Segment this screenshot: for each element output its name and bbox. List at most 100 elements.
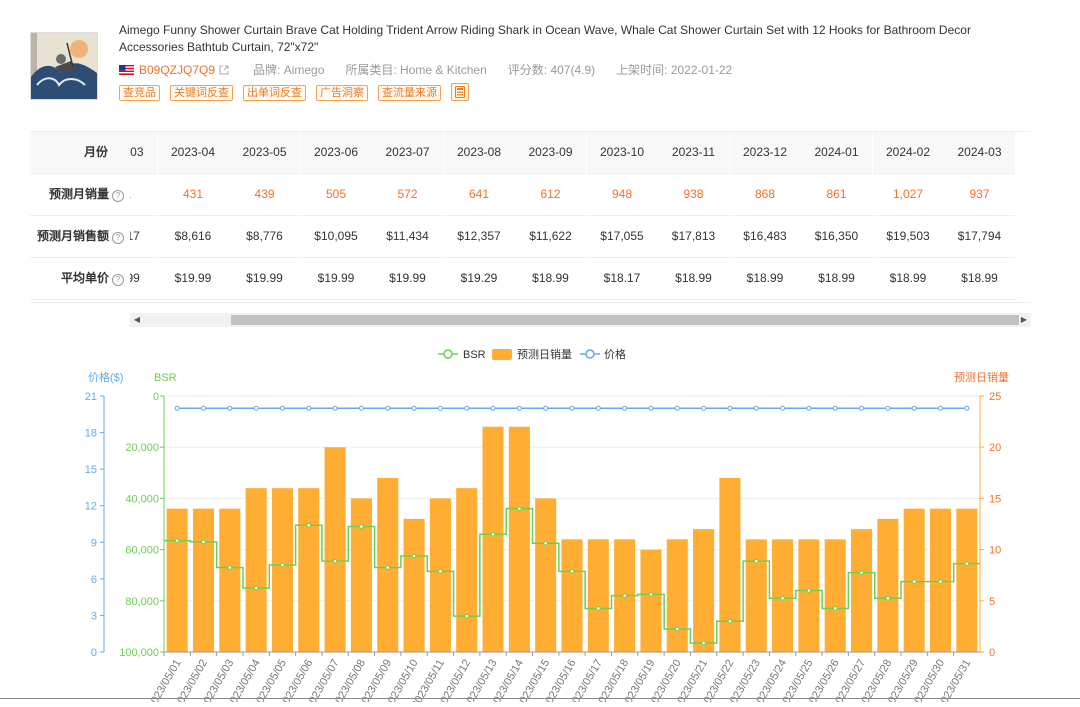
price-cell: $19.99 <box>300 258 372 300</box>
product-title[interactable]: Aimego Funny Shower Curtain Brave Cat Ho… <box>119 23 971 54</box>
daily-sales-bar <box>166 508 188 652</box>
month-column: 2023-06 505 $10,095 $19.99 <box>300 132 372 302</box>
qty-cell: 439 <box>229 174 300 216</box>
help-icon[interactable]: ? <box>112 190 124 202</box>
price-point <box>279 405 285 411</box>
daily-sales-bar <box>798 539 820 652</box>
qty-cell: 937 <box>944 174 1015 216</box>
asin-link[interactable]: B09QZJQ7Q9 <box>139 63 216 77</box>
price-cell: $18.99 <box>944 258 1015 300</box>
table-row-labels: 月份 预测月销量? 预测月销售额? 平均单价? <box>30 132 130 302</box>
month-column: 2023-09 612 $11,622 $18.99 <box>515 132 586 302</box>
legend-daily-swatch <box>492 349 512 360</box>
month-cell: 2023-12 <box>729 132 801 174</box>
qty-cell: 271 <box>130 174 157 216</box>
revenue-cell: $19,503 <box>872 216 944 258</box>
product-meta: B09QZJQ7Q9 品牌: Aimego 所属类目: Home & Kitchen… <box>119 62 753 78</box>
daily-sales-bar <box>456 488 478 652</box>
price-tick-label: 9 <box>91 537 97 549</box>
bsr-point <box>911 579 917 584</box>
month-header: 月份 <box>30 132 130 174</box>
month-cell: 2023-05 <box>229 132 300 174</box>
bsr-point <box>964 561 970 566</box>
external-link-icon[interactable] <box>219 65 229 75</box>
bsr-point <box>674 626 680 632</box>
bsr-tick-label: 100,000 <box>119 647 159 659</box>
price-cell: $18.99 <box>658 258 729 300</box>
price-point <box>200 405 206 411</box>
bsr-tick-label: 20,000 <box>125 442 159 454</box>
bsr-point <box>543 540 548 546</box>
rating-text: 评分数: 407(4.9) <box>507 63 596 77</box>
month-cell: 2023-08 <box>443 132 515 174</box>
price-point <box>964 405 970 411</box>
bsr-point <box>306 522 312 528</box>
price-cell: $19.99 <box>157 258 229 300</box>
keyword-reverse-button[interactable]: 关键词反查 <box>170 85 233 101</box>
revenue-row-label: 预测月销售额? <box>30 216 130 258</box>
price-cell: $19.29 <box>443 258 515 300</box>
month-cell: 2024-01 <box>801 132 872 174</box>
bsr-point <box>411 553 417 559</box>
table-horizontal-scrollbar[interactable]: ◀ ▶ <box>130 313 1031 327</box>
price-point <box>780 405 786 411</box>
price-point <box>622 405 628 411</box>
help-icon[interactable]: ? <box>112 274 124 286</box>
daily-tick-label: 0 <box>989 647 995 659</box>
price-axis-title: 价格($) <box>88 370 123 384</box>
qty-cell: 861 <box>801 174 872 216</box>
month-column: 2023-08 641 $12,357 $19.29 <box>443 132 515 302</box>
bsr-point <box>385 565 391 570</box>
bsr-point <box>727 618 733 624</box>
daily-sales-bar <box>587 539 609 652</box>
price-cell: $18.99 <box>872 258 944 300</box>
bsr-point <box>701 640 706 646</box>
price-point <box>911 405 917 411</box>
price-tick-label: 12 <box>85 501 97 513</box>
daily-sales-bar <box>192 508 215 652</box>
price-point <box>543 405 549 411</box>
bsr-point <box>569 569 575 574</box>
traffic-source-button[interactable]: 查流量来源 <box>378 85 441 101</box>
price-point <box>516 405 522 411</box>
qty-label: 预测月销量 <box>48 187 109 201</box>
bottom-divider <box>0 698 1080 699</box>
help-icon[interactable]: ? <box>112 232 124 244</box>
daily-tick-label: 15 <box>989 493 1001 505</box>
price-point <box>253 405 259 411</box>
price-point <box>385 405 391 411</box>
daily-sales-bar <box>640 549 662 652</box>
month-cell: 2023-10 <box>586 132 658 174</box>
bsr-point <box>464 613 470 619</box>
revenue-cell: $5,417 <box>130 216 157 258</box>
daily-sales-bar <box>324 447 346 652</box>
bsr-point <box>174 538 180 543</box>
action-tags: 查竞品 关键词反查 出单词反查 广告洞察 查流量来源 <box>119 83 469 103</box>
legend-daily-label: 预测日销量 <box>517 347 572 361</box>
find-competitors-button[interactable]: 查竞品 <box>119 85 160 101</box>
price-point <box>885 405 891 411</box>
price-point <box>648 405 654 411</box>
revenue-cell: $10,095 <box>300 216 372 258</box>
scroll-left-arrow[interactable]: ◀ <box>133 315 141 324</box>
price-tick-label: 0 <box>91 647 97 659</box>
price-tick-label: 21 <box>85 391 97 403</box>
daily-tick-label: 5 <box>989 596 995 608</box>
table-scroll-area[interactable]: 2023-03271$5,417$19.992023-04431$8,616$1… <box>130 132 1031 302</box>
calculator-icon[interactable] <box>451 83 469 101</box>
bsr-point <box>596 606 601 611</box>
month-column: 2023-04 431 $8,616 $19.99 <box>157 132 229 302</box>
sales-chart: BSR 预测日销量 价格 价格($) BSR 预测日销量 21 18 15 12 9 6 3 0 0 20,0… <box>0 330 1080 707</box>
ad-insight-button[interactable]: 广告洞察 <box>316 85 368 101</box>
scrollbar-thumb[interactable] <box>231 315 1019 325</box>
order-keyword-reverse-button[interactable]: 出单词反查 <box>243 85 306 101</box>
bsr-tick-label: 80,000 <box>125 596 159 608</box>
price-label: 平均单价 <box>60 271 109 285</box>
daily-sales-bar <box>745 539 767 652</box>
daily-sales-bar <box>508 426 530 652</box>
price-point <box>701 405 707 411</box>
scroll-right-arrow[interactable]: ▶ <box>1020 315 1028 324</box>
price-point <box>859 405 865 411</box>
bsr-point <box>859 570 864 575</box>
product-thumbnail[interactable] <box>30 32 98 100</box>
